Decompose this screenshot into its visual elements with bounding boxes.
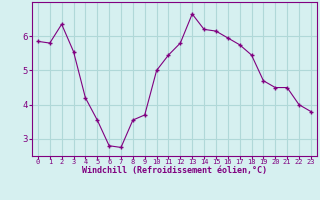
X-axis label: Windchill (Refroidissement éolien,°C): Windchill (Refroidissement éolien,°C) <box>82 166 267 175</box>
